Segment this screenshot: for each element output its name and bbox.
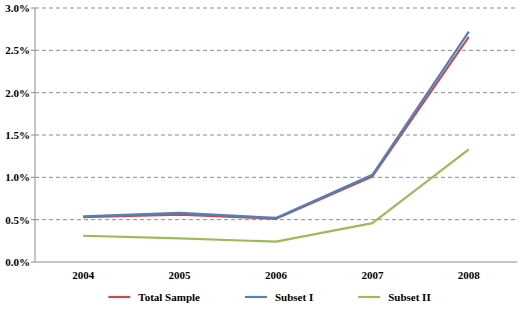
- y-tick: [31, 50, 35, 51]
- y-tick: [31, 8, 35, 9]
- legend-swatch: [108, 296, 130, 298]
- y-tick-label: 0.5%: [5, 214, 30, 226]
- grid-line: [35, 8, 517, 9]
- y-tick-label: 0.0%: [5, 256, 30, 268]
- y-tick: [31, 177, 35, 178]
- x-tick-label: 2008: [458, 269, 481, 281]
- legend-label: Subset II: [388, 291, 431, 303]
- y-tick-label: 1.5%: [5, 129, 30, 141]
- lines: [83, 32, 469, 242]
- x-tick-label: 2004: [72, 269, 95, 281]
- grid-line: [35, 50, 517, 51]
- x-tick-label: 2006: [265, 269, 288, 281]
- y-tick: [31, 262, 35, 263]
- x-tick-label: 2007: [361, 269, 384, 281]
- grid: [31, 8, 517, 262]
- legend-label: Total Sample: [138, 291, 200, 303]
- y-tick-label: 2.5%: [5, 44, 30, 56]
- y-axis: [35, 8, 36, 262]
- chart: 0.0% 0.5% 1.0% 1.5% 2.0% 2.5% 3.0% 2004 2005 2006…: [0, 0, 519, 326]
- legend-label: Subset I: [275, 291, 313, 303]
- x-tick-label: 2005: [169, 269, 192, 281]
- y-tick-label: 3.0%: [5, 2, 30, 14]
- x-axis: [35, 262, 517, 263]
- y-tick: [31, 135, 35, 136]
- series-line: [83, 37, 469, 219]
- legend-swatch: [358, 296, 380, 298]
- series-line: [83, 149, 469, 241]
- y-tick: [31, 219, 35, 220]
- y-tick: [31, 92, 35, 93]
- grid-line: [35, 177, 517, 178]
- grid-line: [35, 135, 517, 136]
- legend-swatch: [245, 296, 267, 298]
- y-tick-label: 1.0%: [5, 171, 30, 183]
- y-tick-label: 2.0%: [5, 87, 30, 99]
- series-line: [83, 32, 469, 218]
- grid-line: [35, 92, 517, 93]
- legend: Total Sample Subset I Subset II: [108, 291, 430, 303]
